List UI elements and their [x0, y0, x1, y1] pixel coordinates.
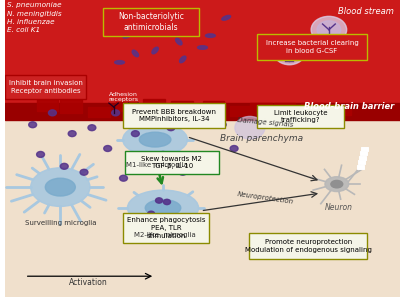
- Bar: [5, 0, 400, 110]
- FancyBboxPatch shape: [6, 75, 86, 99]
- Circle shape: [120, 175, 128, 181]
- Circle shape: [147, 116, 155, 122]
- FancyBboxPatch shape: [103, 8, 199, 36]
- Text: Inhibit brain invasion
Receptor antibodies: Inhibit brain invasion Receptor antibodi…: [9, 80, 83, 94]
- Bar: [357, 165, 364, 169]
- Circle shape: [179, 169, 187, 175]
- Ellipse shape: [123, 123, 188, 156]
- Bar: [230, 106, 252, 116]
- Bar: [202, 101, 224, 116]
- Ellipse shape: [331, 180, 343, 188]
- Circle shape: [311, 16, 347, 43]
- Bar: [274, 103, 295, 116]
- FancyBboxPatch shape: [125, 151, 219, 174]
- Circle shape: [183, 104, 191, 110]
- Ellipse shape: [141, 14, 146, 21]
- Text: Activation: Activation: [68, 278, 107, 287]
- Ellipse shape: [222, 15, 231, 20]
- Text: Skew towards M2
TGF-β, IL-10: Skew towards M2 TGF-β, IL-10: [142, 156, 202, 170]
- Circle shape: [29, 122, 37, 128]
- Circle shape: [156, 198, 163, 203]
- Bar: [301, 103, 323, 117]
- Circle shape: [235, 116, 265, 139]
- Text: Non-bacteriolytic
antimicrobials: Non-bacteriolytic antimicrobials: [118, 12, 184, 32]
- Text: Blood-brain barrier: Blood-brain barrier: [304, 102, 394, 111]
- Circle shape: [112, 110, 120, 116]
- Ellipse shape: [115, 61, 124, 64]
- FancyBboxPatch shape: [257, 105, 344, 128]
- Ellipse shape: [128, 190, 198, 226]
- Bar: [5, 110, 400, 297]
- Bar: [143, 99, 165, 113]
- Bar: [358, 160, 365, 164]
- Circle shape: [317, 21, 341, 39]
- Bar: [171, 102, 193, 110]
- Text: Neuroprotection: Neuroprotection: [237, 191, 294, 205]
- Text: M1-like  microglia: M1-like microglia: [126, 162, 188, 168]
- Text: Prevent BBB breakdown
MMPinhibitors, IL-34: Prevent BBB breakdown MMPinhibitors, IL-…: [132, 109, 216, 122]
- FancyBboxPatch shape: [257, 34, 367, 60]
- Ellipse shape: [206, 34, 215, 37]
- Circle shape: [274, 42, 304, 65]
- Circle shape: [218, 122, 226, 128]
- Ellipse shape: [145, 200, 181, 216]
- Ellipse shape: [198, 46, 208, 49]
- Ellipse shape: [123, 33, 132, 38]
- Bar: [116, 102, 137, 111]
- Bar: [359, 156, 366, 160]
- FancyBboxPatch shape: [123, 213, 209, 243]
- Circle shape: [132, 131, 139, 137]
- Bar: [360, 151, 367, 155]
- Ellipse shape: [161, 29, 165, 37]
- Circle shape: [206, 157, 214, 163]
- Ellipse shape: [139, 132, 171, 147]
- Circle shape: [159, 151, 167, 157]
- Text: Increase bacterial clearing
in blood G-CSF: Increase bacterial clearing in blood G-C…: [266, 40, 358, 54]
- Text: S. pneumoniae
N. meningitidis
H. influenzae
E. coli K1: S. pneumoniae N. meningitidis H. influen…: [7, 2, 62, 33]
- Circle shape: [163, 199, 170, 205]
- Circle shape: [80, 169, 88, 175]
- Text: Limit leukocyte
trafficking?: Limit leukocyte trafficking?: [274, 110, 327, 124]
- Circle shape: [148, 211, 155, 217]
- FancyBboxPatch shape: [123, 103, 225, 128]
- Ellipse shape: [325, 177, 349, 192]
- Text: Neuron: Neuron: [325, 203, 353, 211]
- Circle shape: [88, 125, 96, 131]
- Ellipse shape: [31, 168, 90, 206]
- Circle shape: [48, 110, 56, 116]
- Circle shape: [280, 46, 299, 61]
- FancyBboxPatch shape: [249, 233, 367, 259]
- Text: Brain parenchyma: Brain parenchyma: [220, 134, 303, 143]
- Text: Adhesion
receptors: Adhesion receptors: [108, 92, 138, 102]
- Text: Enhance phagocytosis
PEA, TLR
stimulation: Enhance phagocytosis PEA, TLR stimulatio…: [127, 217, 205, 239]
- Bar: [5, 103, 400, 120]
- Bar: [361, 147, 368, 151]
- Circle shape: [167, 125, 175, 131]
- Text: Blood stream: Blood stream: [338, 7, 394, 16]
- Ellipse shape: [45, 178, 75, 196]
- Bar: [88, 107, 110, 117]
- Ellipse shape: [108, 20, 115, 27]
- Ellipse shape: [152, 47, 158, 54]
- Circle shape: [230, 146, 238, 151]
- Bar: [250, 103, 272, 114]
- Circle shape: [68, 131, 76, 137]
- Text: Surveilling microglia: Surveilling microglia: [24, 220, 96, 226]
- Ellipse shape: [176, 38, 182, 45]
- Ellipse shape: [190, 21, 199, 26]
- Ellipse shape: [180, 56, 186, 63]
- Bar: [37, 99, 58, 111]
- Text: M2-like  microglia: M2-like microglia: [134, 232, 196, 238]
- Circle shape: [37, 151, 44, 157]
- Bar: [329, 104, 351, 115]
- Text: Promote neuroprotection
Modulation of endogenous signaling: Promote neuroprotection Modulation of en…: [245, 239, 372, 253]
- Bar: [60, 99, 82, 113]
- Ellipse shape: [132, 50, 138, 57]
- Text: Damage signals: Damage signals: [238, 117, 294, 128]
- Circle shape: [60, 163, 68, 169]
- Circle shape: [104, 146, 112, 151]
